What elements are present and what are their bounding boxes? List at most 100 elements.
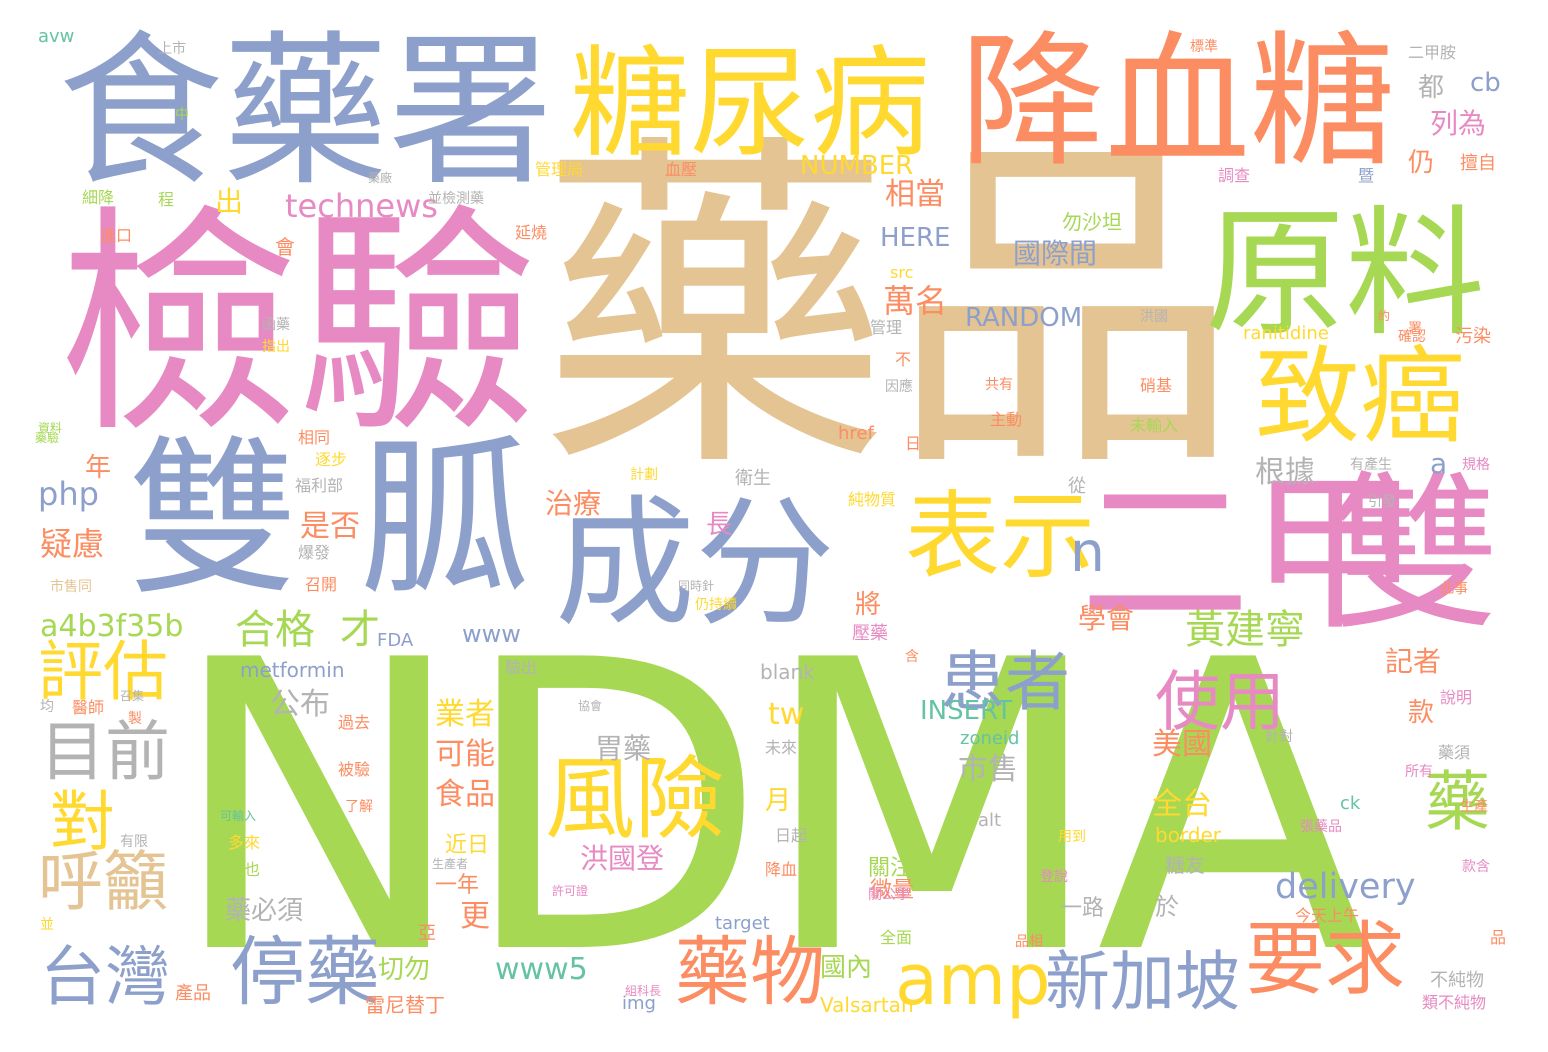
word-gongbu: 公布: [270, 687, 330, 722]
word-beiyan: 被驗: [338, 760, 371, 779]
word-blank: blank: [760, 660, 815, 684]
word-yaoyan: 藥驗: [35, 431, 60, 445]
word-shuoming: 說明: [1440, 688, 1473, 707]
word-weiyao: 胃藥: [595, 732, 652, 765]
word-yinian: 一年: [435, 873, 480, 898]
word-cong: 從: [1068, 476, 1086, 497]
word-xiaoji: 硝基: [1140, 376, 1173, 395]
word-ri: 日: [905, 434, 922, 453]
word-xukezheng: 許可證: [552, 884, 589, 898]
word-jinkou: 進口: [100, 226, 133, 245]
word-yao: 藥: [1425, 765, 1491, 840]
word-n: n: [1070, 520, 1105, 584]
word-random: RANDOM: [965, 303, 1083, 333]
word-xueya: 血壓: [665, 160, 698, 179]
word-zhang: 長: [706, 510, 733, 540]
word-kuanhan: 款含: [1462, 859, 1490, 875]
word-zhiliao: 治療: [545, 487, 602, 520]
word-bing: 並: [40, 917, 54, 933]
word-leinitiding: 雷尼替丁: [365, 993, 445, 1017]
word-guoqu: 過去: [338, 713, 371, 732]
word-shengchanzhe: 生產者: [432, 857, 469, 871]
word-jihua: 計劃: [630, 467, 658, 483]
word-hanzhi: 函藥: [262, 317, 290, 333]
word-queren: 確認: [1398, 329, 1426, 345]
word-a: a: [1430, 447, 1448, 480]
word-www: www: [462, 620, 521, 648]
word-ji: 暨: [1358, 166, 1375, 185]
word-shangshi: 上市: [158, 41, 186, 57]
word-guonei: 國內: [820, 953, 873, 983]
word-guangong: 關公學: [868, 887, 910, 903]
word-yanxu: 延燒: [515, 223, 548, 242]
word-zhangyaopin: 張藥品: [1300, 819, 1342, 835]
word-zhaoji: 召集: [120, 689, 145, 703]
word-yinfa: 引發: [1368, 494, 1396, 510]
word-liewei: 列為: [1430, 107, 1487, 140]
word-wanming: 萬名: [883, 282, 948, 320]
word-zoneid: zoneid: [960, 728, 1020, 749]
word-yishi: 醫師: [72, 698, 105, 717]
word-shiyong: 使用: [1155, 665, 1286, 740]
word-qiewu: 切勿: [378, 955, 431, 985]
word-tw: tw: [768, 697, 805, 732]
word-zhaokai: 召開: [305, 575, 338, 594]
word-cishi: 此事: [1440, 581, 1468, 597]
word-biaoshi: 表示: [905, 482, 1096, 592]
word-liaojie: 了解: [345, 799, 373, 815]
word-jun: 均: [40, 699, 54, 715]
word-img: img: [622, 993, 656, 1014]
word-technews: technews: [285, 187, 438, 225]
word-guojijian: 國際間: [1013, 237, 1098, 270]
word-shipin: 食品: [435, 777, 495, 812]
word-xiangdang: 相當: [885, 177, 945, 212]
word-xieshi: 協會: [578, 699, 603, 713]
word-tangyou: 糖友: [1165, 853, 1205, 877]
word-hongguo: 洪國: [1140, 309, 1168, 325]
word-src: src: [890, 263, 914, 282]
word-zhichu: 指出: [262, 339, 290, 355]
word-hongguodeng: 洪國登: [580, 842, 665, 875]
word-fulibu: 福利部: [295, 476, 344, 495]
word-zhubu: 逐步: [315, 450, 348, 469]
word-zhudong: 主動: [990, 410, 1023, 429]
word-jintian: 今天上午: [1295, 906, 1360, 925]
word-shipinshu: 食藥署: [58, 16, 553, 208]
word-guanli: 管理: [870, 318, 903, 337]
word-jiaozhu: 關注: [868, 856, 913, 881]
word-xuehui: 學會: [1078, 602, 1135, 635]
word-www5: www5: [495, 952, 588, 987]
word-a4b3: a4b3f35b: [40, 609, 184, 644]
word-guize: 規格: [1462, 457, 1490, 473]
word-hege: 合格: [235, 607, 315, 653]
word-renggchixu: 仍持續: [695, 597, 737, 613]
word-jianyan: 檢驗: [58, 185, 539, 465]
word-yu: 於: [1155, 893, 1179, 921]
word-gongyou: 共有: [985, 377, 1013, 393]
word-jizhe: 記者: [1385, 645, 1442, 678]
word-baofa: 爆發: [298, 543, 331, 562]
word-fda: FDA: [377, 630, 414, 651]
word-duolai: 多來: [228, 833, 261, 852]
word-meiguo: 美國: [1152, 727, 1212, 762]
word-cai: 才: [340, 607, 380, 653]
word-shuang2: 雙: [1330, 456, 1501, 654]
word-zhong: 中: [175, 107, 189, 123]
word-valsartan: Valsartan: [820, 993, 914, 1017]
word-chengfen: 成分: [555, 483, 836, 646]
word-yue2: 約: [1378, 309, 1391, 323]
word-alt: alt: [978, 810, 1002, 831]
word-weisheng: 衛生: [735, 468, 771, 489]
word-guanliju: 管理局: [535, 160, 584, 179]
word-yezhe: 業者: [435, 697, 495, 732]
word-yongdao: 用到: [1058, 829, 1086, 845]
word-rizhi: 日起: [775, 826, 808, 845]
word-fengxian: 風險: [545, 747, 725, 852]
word-dengshuo: 登說: [1040, 869, 1068, 885]
word-youchan: 有產生: [1350, 457, 1392, 473]
word-erjia: 二甲: [1080, 456, 1421, 654]
word-shuang1: 雙: [128, 421, 299, 619]
word-chanpin: 產品: [175, 983, 211, 1004]
word-zhi: 製: [128, 711, 142, 727]
